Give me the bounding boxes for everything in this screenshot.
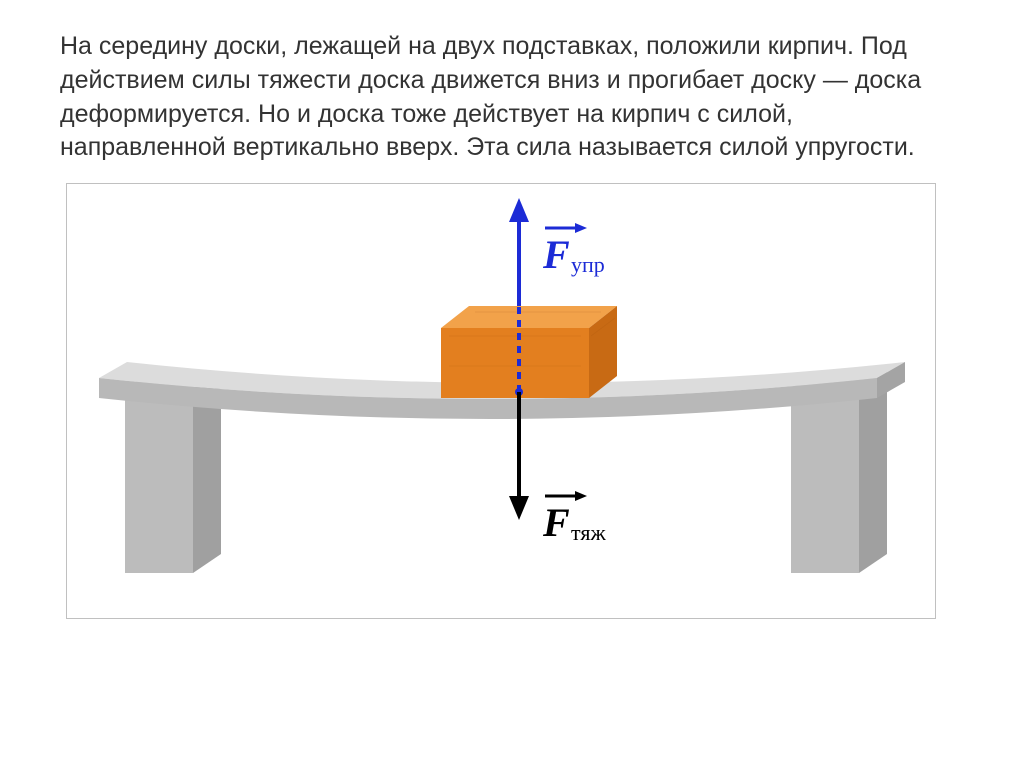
problem-description: На середину доски, лежащей на двух подст… [60,30,964,165]
force-up-head [509,198,529,222]
force-up-F: F [542,232,570,277]
force-down-label: F тяж [542,491,606,545]
diagram-frame: F упр F тяж [66,183,936,619]
brick [441,306,617,398]
force-up-label: F упр [542,223,605,277]
force-down-F: F [542,500,570,545]
force-down-head [509,496,529,520]
force-up-sub: упр [571,252,605,277]
force-down-sub: тяж [571,520,606,545]
physics-diagram: F упр F тяж [71,188,931,614]
